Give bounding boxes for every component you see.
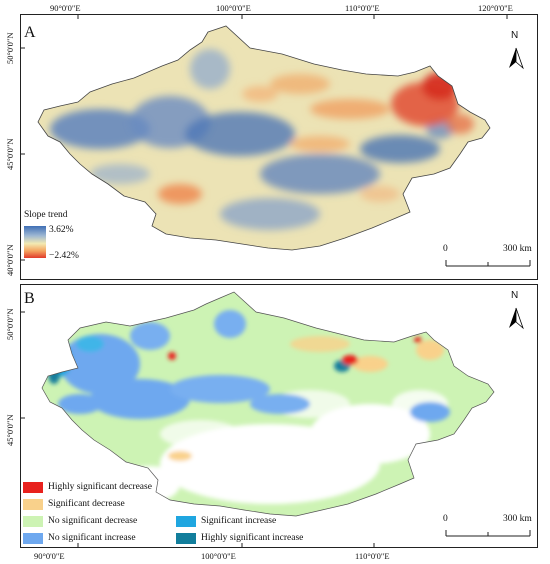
panel-a-legend-title: Slope trend xyxy=(24,210,68,220)
legend-label-significant-increase: Significant increase xyxy=(201,516,277,526)
panel-b-lat-50: 50°0'0"N xyxy=(5,308,15,340)
panel-a-scale-start: 0 xyxy=(443,244,448,254)
legend-label-significant-decrease: Significant decrease xyxy=(48,499,125,509)
bottom-lon-label-100: 100°0'0"E xyxy=(201,551,236,561)
panel-b-lat-45: 45°0'0"N xyxy=(5,414,15,446)
panel-a-legend-min: −2.42% xyxy=(49,251,79,261)
panel-a-lat-50: 50°0'0"N xyxy=(5,32,15,64)
legend-label-highly-significant-decrease: Highly significant decrease xyxy=(48,482,152,492)
legend-label-no-significant-decrease: No significant decrease xyxy=(48,516,138,526)
panel-a-lat-40: 40°0'0"N xyxy=(5,244,15,276)
legend-swatch-highly-significant-increase xyxy=(176,533,196,544)
legend-label-no-significant-increase: No significant increase xyxy=(48,533,136,543)
legend-swatch-no-significant-increase xyxy=(23,533,43,544)
panel-b-map xyxy=(20,284,538,548)
top-lon-label-90: 90°0'0"E xyxy=(50,3,81,13)
panel-a-scale-end: 300 km xyxy=(503,244,532,254)
legend-swatch-significant-decrease xyxy=(23,499,43,510)
panel-b-letter: B xyxy=(24,290,35,307)
panel-b-scale-end: 300 km xyxy=(503,514,532,524)
panel-a-letter: A xyxy=(24,24,36,41)
panel-b-north-label: N xyxy=(511,290,519,301)
panel-b-border xyxy=(41,291,495,517)
legend-swatch-highly-significant-decrease xyxy=(23,482,43,493)
top-lon-label-120: 120°0'0"E xyxy=(478,3,513,13)
panel-a-lat-45: 45°0'0"N xyxy=(5,138,15,170)
legend-label-highly-significant-increase: Highly significant increase xyxy=(201,533,304,543)
bottom-lon-label-90: 90°0'0"E xyxy=(34,551,65,561)
top-lon-label-100: 100°0'0"E xyxy=(216,3,251,13)
panel-a-legend-max: 3.62% xyxy=(49,225,74,235)
legend-swatch-no-significant-decrease xyxy=(23,516,43,527)
legend-swatch-significant-increase xyxy=(176,516,196,527)
top-lon-label-110: 110°0'0"E xyxy=(345,3,380,13)
panel-a-border xyxy=(37,25,491,251)
panel-a-map xyxy=(20,14,538,280)
panel-b-north-arrow-icon xyxy=(509,307,524,330)
panel-a-north-label: N xyxy=(511,30,519,41)
panel-a-legend-gradient xyxy=(24,226,46,258)
panel-a-north-arrow-icon xyxy=(509,47,524,70)
bottom-lon-label-110: 110°0'0"E xyxy=(355,551,390,561)
panel-b-scale-start: 0 xyxy=(443,514,448,524)
